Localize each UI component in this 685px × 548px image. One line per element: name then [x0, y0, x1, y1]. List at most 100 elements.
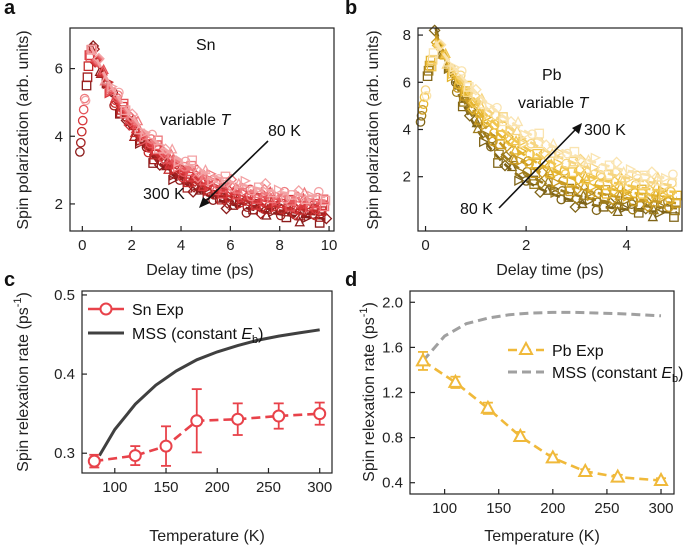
panel-d-ticks: 100 150 200 250 300 0.4 0.8 1.2 1.6 2.0 — [382, 294, 673, 517]
panel-b-xtick-label: 2 — [522, 237, 530, 254]
panel-b-data-point — [422, 71, 433, 82]
panel-c-chart: 100 150 200 250 300 0.3 0.4 0.5 Sn Exp MSS (con… — [12, 287, 333, 545]
panel-d-marks — [415, 310, 669, 486]
panel-b-data-point — [622, 191, 634, 202]
panel-a-data-point — [184, 171, 195, 182]
panel-c-ytick-label: 0.4 — [54, 366, 75, 383]
panel-c-frame — [81, 290, 333, 474]
panel-letter-a: a — [4, 0, 16, 19]
panel-a-chart: 0 2 4 6 8 10 2 4 6 Sn variable T 80 K 300 K Dela… — [15, 27, 337, 279]
panel-b-title: Pb — [542, 67, 562, 84]
panel-c-ytick-label: 0.3 — [54, 445, 75, 462]
panel-c-xlabel: Temperature (K) — [149, 528, 265, 545]
panel-c-legend-mss-text: MSS (constant — [132, 326, 241, 343]
panel-b-data-point — [442, 56, 453, 67]
panel-b-data-point — [581, 174, 592, 185]
panel-b-data-point — [639, 170, 650, 181]
panel-a-data-point — [216, 194, 227, 205]
panel-a-data-point — [80, 95, 91, 106]
panel-c-xtick-label: 300 — [307, 479, 332, 496]
panel-a-data-point — [251, 200, 261, 210]
panel-b-data-point — [600, 185, 611, 195]
panel-b-data-point — [672, 190, 682, 201]
panel-a-data-point — [154, 143, 164, 154]
panel-b-data-point — [659, 190, 670, 201]
panel-b-data-point — [516, 155, 527, 167]
panel-d-exp-marker — [480, 399, 496, 414]
panel-a-data-point — [272, 190, 284, 201]
panel-d-legend-mss-e: E — [661, 365, 672, 382]
panel-c-exp-marker — [128, 449, 142, 463]
panel-c-exp-marker — [87, 454, 101, 468]
panel-d-xtick-label: 100 — [432, 500, 457, 517]
panel-d-legend-mss-text: MSS (constant — [552, 365, 661, 382]
panel-b-data-point — [670, 205, 680, 216]
panel-b-data-point — [415, 117, 426, 127]
panel-d-exp-marker — [545, 449, 561, 464]
panel-b-data-point — [564, 183, 575, 194]
panel-a-data-point — [319, 201, 330, 212]
panel-b-chart: 0 2 4 2 4 6 8 Pb variable T 300 K 80 K Delay t… — [365, 24, 683, 279]
panel-b-data-point — [650, 188, 662, 199]
panel-d-exp-marker — [577, 462, 593, 477]
panel-a-arrow-line — [203, 140, 269, 204]
panel-b-data-point — [458, 97, 469, 107]
panel-d-xlabel: Temperature (K) — [484, 528, 600, 545]
panel-c-exp-line — [94, 412, 320, 463]
panel-d-mss-line — [421, 310, 662, 362]
panel-b-data-point — [467, 96, 480, 109]
panel-b-data-point — [647, 210, 659, 222]
panel-b-data-point — [508, 153, 520, 165]
panel-b-data-point — [473, 114, 485, 125]
panel-b-data-point — [552, 167, 563, 178]
panel-b-data-point — [446, 71, 458, 83]
panel-b-data-point — [418, 99, 429, 110]
panel-b-data-point — [648, 204, 660, 215]
panel-b-xlabel: Delay time (ps) — [496, 262, 604, 279]
panel-c-legend-exp-label: Sn Exp — [132, 302, 184, 319]
panel-b-data-point — [534, 128, 545, 139]
panel-b-data-point — [479, 136, 490, 148]
panel-b-data-point — [419, 92, 430, 102]
panel-b-data-point — [518, 136, 529, 147]
panel-c-exp-marker — [313, 407, 327, 421]
panel-a-data-point — [316, 206, 327, 216]
panel-a-data-point — [292, 185, 305, 197]
panel-a-title: Sn — [196, 37, 216, 54]
panel-c-legend-exp-marker — [99, 302, 113, 316]
panel-b-data-point — [618, 166, 629, 177]
panel-a-ytick-label: 4 — [55, 128, 63, 145]
panel-a-data-point — [273, 184, 285, 195]
panel-b-data-point — [416, 110, 427, 121]
panel-c-legend-mss-close: ) — [258, 326, 263, 343]
panel-d-legend-exp-marker — [518, 340, 534, 355]
panel-b-data-point — [592, 197, 603, 208]
panel-b-data-point — [477, 98, 489, 109]
panel-c-ylabel: Spin relexation rate (ps-1) — [12, 292, 32, 472]
panel-b-data-point — [483, 117, 494, 128]
panel-b-data-point — [421, 91, 432, 101]
panel-a-annotation-t: T — [220, 112, 231, 129]
panel-b-arrow-line — [498, 127, 578, 209]
panel-b-xtick-label: 0 — [421, 237, 429, 254]
panel-d-legend-mss-label: MSS (constant Eb) — [552, 365, 684, 385]
panel-a-xtick-label: 6 — [226, 237, 234, 254]
panel-d-ylabel: Spin relexation rate (ps-1) — [358, 302, 378, 482]
panel-d-exp-marker — [512, 427, 529, 442]
panel-b-arrow-head — [572, 123, 582, 134]
panel-a-data-point — [82, 72, 93, 83]
panel-a-data-point — [76, 126, 87, 137]
panel-d-ytick-label: 0.8 — [382, 430, 403, 447]
panel-b-data-point — [567, 167, 578, 177]
panel-d-ylabel-sup: -1 — [358, 308, 370, 318]
panel-b-annotation-variable-t: variable T — [518, 95, 589, 112]
panel-d-ytick-label: 2.0 — [382, 294, 403, 311]
panel-b-data-point — [637, 189, 648, 199]
panel-d-ytick-label: 1.2 — [382, 385, 403, 402]
panel-b-data-point — [490, 119, 500, 130]
panel-a-data-point — [159, 143, 172, 156]
panel-b-data-point — [655, 207, 666, 219]
panel-b-ytick-label: 4 — [403, 122, 411, 139]
panel-c-xtick-label: 250 — [256, 479, 281, 496]
panel-b-data-point — [578, 189, 589, 200]
